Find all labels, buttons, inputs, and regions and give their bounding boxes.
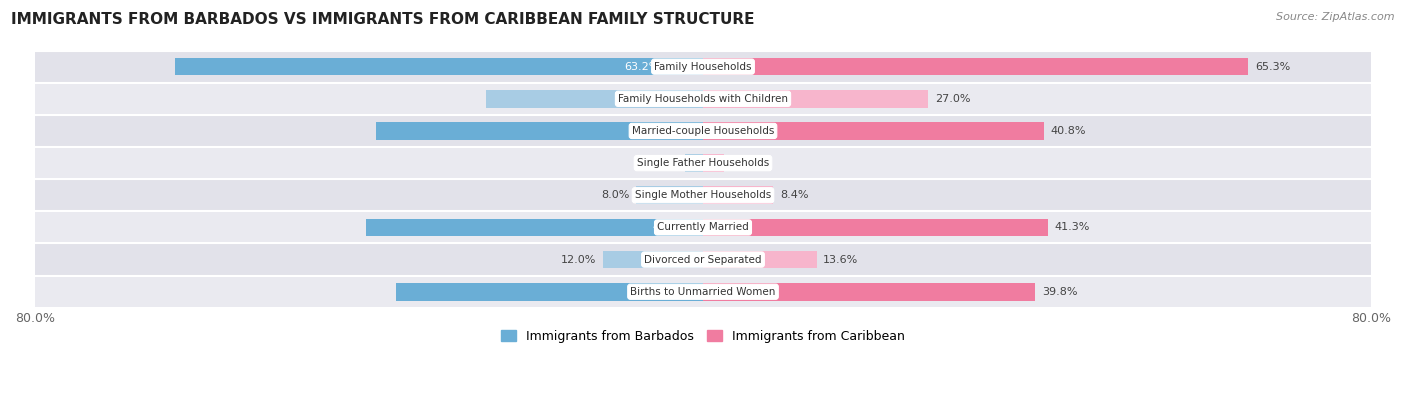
Text: 39.2%: 39.2%: [654, 126, 689, 136]
Bar: [685, 154, 703, 172]
Bar: [703, 122, 1043, 140]
Text: Family Households: Family Households: [654, 62, 752, 71]
Bar: [703, 251, 817, 269]
Bar: [703, 186, 773, 204]
Text: 40.3%: 40.3%: [652, 222, 688, 232]
Bar: [35, 211, 1371, 243]
Bar: [703, 154, 724, 172]
Bar: [703, 218, 1047, 236]
Text: 8.0%: 8.0%: [602, 190, 630, 200]
Text: 40.8%: 40.8%: [1050, 126, 1085, 136]
Bar: [35, 179, 1371, 211]
Text: 12.0%: 12.0%: [561, 254, 596, 265]
Bar: [35, 147, 1371, 179]
Text: Single Mother Households: Single Mother Households: [636, 190, 770, 200]
Bar: [367, 218, 703, 236]
Bar: [636, 186, 703, 204]
Text: Family Households with Children: Family Households with Children: [619, 94, 787, 104]
Text: 39.8%: 39.8%: [1042, 287, 1077, 297]
Text: 2.5%: 2.5%: [731, 158, 759, 168]
Text: 2.2%: 2.2%: [650, 158, 678, 168]
Bar: [35, 51, 1371, 83]
Text: 13.6%: 13.6%: [824, 254, 859, 265]
Text: 65.3%: 65.3%: [1256, 62, 1291, 71]
Bar: [35, 115, 1371, 147]
Bar: [395, 283, 703, 301]
Text: 26.0%: 26.0%: [671, 94, 706, 104]
Bar: [176, 58, 703, 75]
Text: Married-couple Households: Married-couple Households: [631, 126, 775, 136]
Text: 63.2%: 63.2%: [624, 62, 659, 71]
Legend: Immigrants from Barbados, Immigrants from Caribbean: Immigrants from Barbados, Immigrants fro…: [496, 325, 910, 348]
Text: Single Father Households: Single Father Households: [637, 158, 769, 168]
Text: Births to Unmarried Women: Births to Unmarried Women: [630, 287, 776, 297]
Text: 41.3%: 41.3%: [1054, 222, 1090, 232]
Bar: [703, 58, 1249, 75]
Bar: [603, 251, 703, 269]
Bar: [35, 243, 1371, 276]
Bar: [375, 122, 703, 140]
Text: IMMIGRANTS FROM BARBADOS VS IMMIGRANTS FROM CARIBBEAN FAMILY STRUCTURE: IMMIGRANTS FROM BARBADOS VS IMMIGRANTS F…: [11, 12, 755, 27]
Text: 36.8%: 36.8%: [657, 287, 692, 297]
Text: Source: ZipAtlas.com: Source: ZipAtlas.com: [1277, 12, 1395, 22]
Text: 8.4%: 8.4%: [780, 190, 808, 200]
Bar: [703, 283, 1035, 301]
Bar: [35, 276, 1371, 308]
Bar: [486, 90, 703, 107]
Bar: [35, 83, 1371, 115]
Bar: [703, 90, 928, 107]
Text: Divorced or Separated: Divorced or Separated: [644, 254, 762, 265]
Text: 27.0%: 27.0%: [935, 94, 970, 104]
Text: Currently Married: Currently Married: [657, 222, 749, 232]
